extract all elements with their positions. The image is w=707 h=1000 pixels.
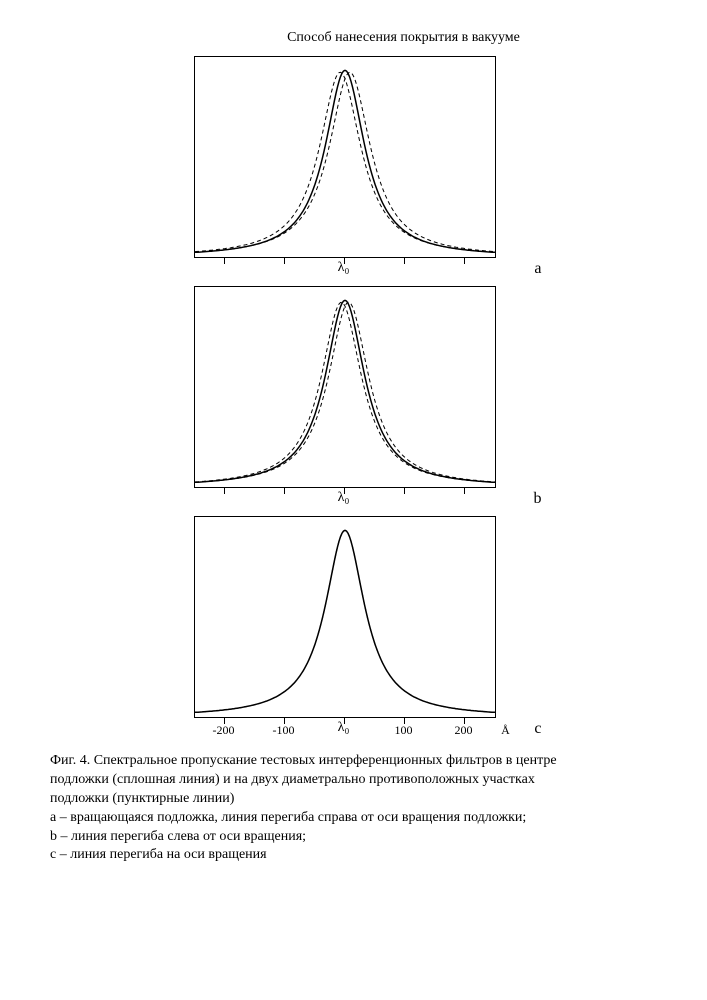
tick xyxy=(404,258,405,264)
tick xyxy=(464,258,465,264)
page-title: Способ нанесения покрытия в вакууме xyxy=(150,30,657,46)
curve-dashed xyxy=(195,302,495,482)
curve-dashed xyxy=(195,302,495,482)
plot-svg xyxy=(195,57,495,257)
tick-label: -100 xyxy=(273,723,295,738)
curve-dashed xyxy=(195,72,495,252)
tick-label: -200 xyxy=(213,723,235,738)
caption-a: a – вращающаяся подложка, линия перегиба… xyxy=(50,809,657,828)
chart-c: -200-100100200λ₀Åc xyxy=(194,516,514,738)
tick-label: 100 xyxy=(395,723,413,738)
caption-b: b – линия перегиба слева от оси вращения… xyxy=(50,828,657,847)
fig-number: Фиг. 4. xyxy=(50,753,90,768)
panel-label: c xyxy=(534,720,541,738)
curve-solid xyxy=(195,300,495,482)
chart-a: λ₀a xyxy=(194,56,514,278)
curve-dashed xyxy=(195,530,495,712)
plot-svg xyxy=(195,517,495,717)
tick xyxy=(284,258,285,264)
tick xyxy=(404,488,405,494)
lambda-label: λ₀ xyxy=(338,260,350,276)
plot-box xyxy=(194,286,496,488)
charts-region: λ₀aλ₀b-200-100100200λ₀Åc xyxy=(50,56,657,738)
caption-main-3: подложки (пунктирные линии) xyxy=(50,790,657,809)
caption-main-1: Спектральное пропускание тестовых интерф… xyxy=(94,753,557,768)
curve-dashed xyxy=(195,72,495,252)
plot-svg xyxy=(195,287,495,487)
figure-caption: Фиг. 4. Спектральное пропускание тестовы… xyxy=(50,752,657,865)
tick xyxy=(224,258,225,264)
x-axis: λ₀ xyxy=(194,488,494,508)
curve-dashed xyxy=(195,530,495,712)
x-axis: -200-100100200λ₀Å xyxy=(194,718,494,738)
tick-label: 200 xyxy=(455,723,473,738)
tick xyxy=(464,488,465,494)
caption-c: c – линия перегиба на оси вращения xyxy=(50,846,657,865)
lambda-label: λ₀ xyxy=(338,720,350,736)
curve-solid xyxy=(195,70,495,252)
caption-main-2: подложки (сплошная линия) и на двух диам… xyxy=(50,771,657,790)
tick xyxy=(284,488,285,494)
lambda-label: λ₀ xyxy=(338,490,350,506)
plot-box xyxy=(194,516,496,718)
panel-label: b xyxy=(534,490,542,508)
plot-box xyxy=(194,56,496,258)
chart-b: λ₀b xyxy=(194,286,514,508)
panel-label: a xyxy=(534,260,541,278)
x-axis: λ₀ xyxy=(194,258,494,278)
tick xyxy=(224,488,225,494)
curve-solid xyxy=(195,530,495,712)
axis-unit: Å xyxy=(501,723,510,738)
